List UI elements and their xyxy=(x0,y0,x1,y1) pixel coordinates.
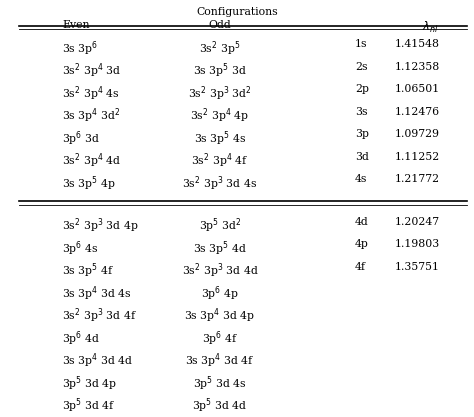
Text: 1.09729: 1.09729 xyxy=(395,129,440,139)
Text: Configurations: Configurations xyxy=(196,7,278,17)
Text: 3s$^2$ 3p$^3$ 3d 4f: 3s$^2$ 3p$^3$ 3d 4f xyxy=(62,306,137,325)
Text: 3p$^6$ 4f: 3p$^6$ 4f xyxy=(202,329,238,348)
Text: 3s 3p$^5$ 3d: 3s 3p$^5$ 3d xyxy=(193,61,247,80)
Text: 4s: 4s xyxy=(355,174,367,184)
Text: 3d: 3d xyxy=(355,151,369,161)
Text: 3p$^6$ 4s: 3p$^6$ 4s xyxy=(62,239,99,258)
Text: 3s 3p$^4$ 3d 4f: 3s 3p$^4$ 3d 4f xyxy=(185,352,255,370)
Text: 3s 3p$^6$: 3s 3p$^6$ xyxy=(62,39,98,58)
Text: Odd: Odd xyxy=(209,20,231,30)
Text: 3p$^5$ 3d 4f: 3p$^5$ 3d 4f xyxy=(62,397,116,415)
Text: 4f: 4f xyxy=(355,261,366,271)
Text: 1.12476: 1.12476 xyxy=(395,106,440,116)
Text: 3p$^5$ 3d 4d: 3p$^5$ 3d 4d xyxy=(192,397,248,415)
Text: 1.06501: 1.06501 xyxy=(395,84,440,94)
Text: 3s$^2$ 3p$^4$ 4d: 3s$^2$ 3p$^4$ 4d xyxy=(62,151,121,170)
Text: 3s 3p$^4$ 3d 4s: 3s 3p$^4$ 3d 4s xyxy=(62,284,132,303)
Text: Even: Even xyxy=(62,20,90,30)
Text: 1.12358: 1.12358 xyxy=(395,61,440,71)
Text: 3s$^2$ 3p$^3$ 3d 4d: 3s$^2$ 3p$^3$ 3d 4d xyxy=(182,261,258,280)
Text: 1.21772: 1.21772 xyxy=(395,174,440,184)
Text: 2p: 2p xyxy=(355,84,369,94)
Text: 3s 3p$^5$ 4f: 3s 3p$^5$ 4f xyxy=(62,261,114,280)
Text: 3s: 3s xyxy=(355,106,367,116)
Text: 3s 3p$^4$ 3d 4p: 3s 3p$^4$ 3d 4p xyxy=(184,306,255,325)
Text: 3p$^6$ 4d: 3p$^6$ 4d xyxy=(62,329,100,348)
Text: 1.41548: 1.41548 xyxy=(395,39,440,49)
Text: 3s 3p$^5$ 4p: 3s 3p$^5$ 4p xyxy=(62,174,116,193)
Text: 3s$^2$ 3p$^5$: 3s$^2$ 3p$^5$ xyxy=(199,39,241,58)
Text: 3s$^2$ 3p$^3$ 3d 4s: 3s$^2$ 3p$^3$ 3d 4s xyxy=(182,174,257,193)
Text: 4p: 4p xyxy=(355,239,369,249)
Text: 3s$^2$ 3p$^4$ 4f: 3s$^2$ 3p$^4$ 4f xyxy=(191,151,249,170)
Text: 4d: 4d xyxy=(355,216,369,226)
Text: 3p$^5$ 3d 4p: 3p$^5$ 3d 4p xyxy=(62,374,117,392)
Text: 3s$^2$ 3p$^4$ 4s: 3s$^2$ 3p$^4$ 4s xyxy=(62,84,120,103)
Text: 3p$^5$ 3d 4s: 3p$^5$ 3d 4s xyxy=(193,374,247,392)
Text: 3p: 3p xyxy=(355,129,369,139)
Text: 3s 3p$^4$ 3d 4d: 3s 3p$^4$ 3d 4d xyxy=(62,352,133,370)
Text: 1s: 1s xyxy=(355,39,367,49)
Text: 3s$^2$ 3p$^3$ 3d$^2$: 3s$^2$ 3p$^3$ 3d$^2$ xyxy=(188,84,252,103)
Text: 3s 3p$^5$ 4d: 3s 3p$^5$ 4d xyxy=(193,239,247,258)
Text: $\lambda_{nl}$: $\lambda_{nl}$ xyxy=(422,20,438,35)
Text: 3s$^2$ 3p$^4$ 3d: 3s$^2$ 3p$^4$ 3d xyxy=(62,61,121,80)
Text: 3s$^2$ 3p$^3$ 3d 4p: 3s$^2$ 3p$^3$ 3d 4p xyxy=(62,216,138,235)
Text: 1.20247: 1.20247 xyxy=(395,216,440,226)
Text: 3s$^2$ 3p$^4$ 4p: 3s$^2$ 3p$^4$ 4p xyxy=(191,106,249,125)
Text: 1.11252: 1.11252 xyxy=(395,151,440,161)
Text: 1.19803: 1.19803 xyxy=(395,239,440,249)
Text: 3s 3p$^5$ 4s: 3s 3p$^5$ 4s xyxy=(194,129,246,148)
Text: 1.35751: 1.35751 xyxy=(395,261,440,271)
Text: 3p$^5$ 3d$^2$: 3p$^5$ 3d$^2$ xyxy=(199,216,241,235)
Text: 3p$^6$ 4p: 3p$^6$ 4p xyxy=(201,284,239,303)
Text: 2s: 2s xyxy=(355,61,367,71)
Text: 3p$^6$ 3d: 3p$^6$ 3d xyxy=(62,129,100,148)
Text: 3s 3p$^4$ 3d$^2$: 3s 3p$^4$ 3d$^2$ xyxy=(62,106,120,125)
